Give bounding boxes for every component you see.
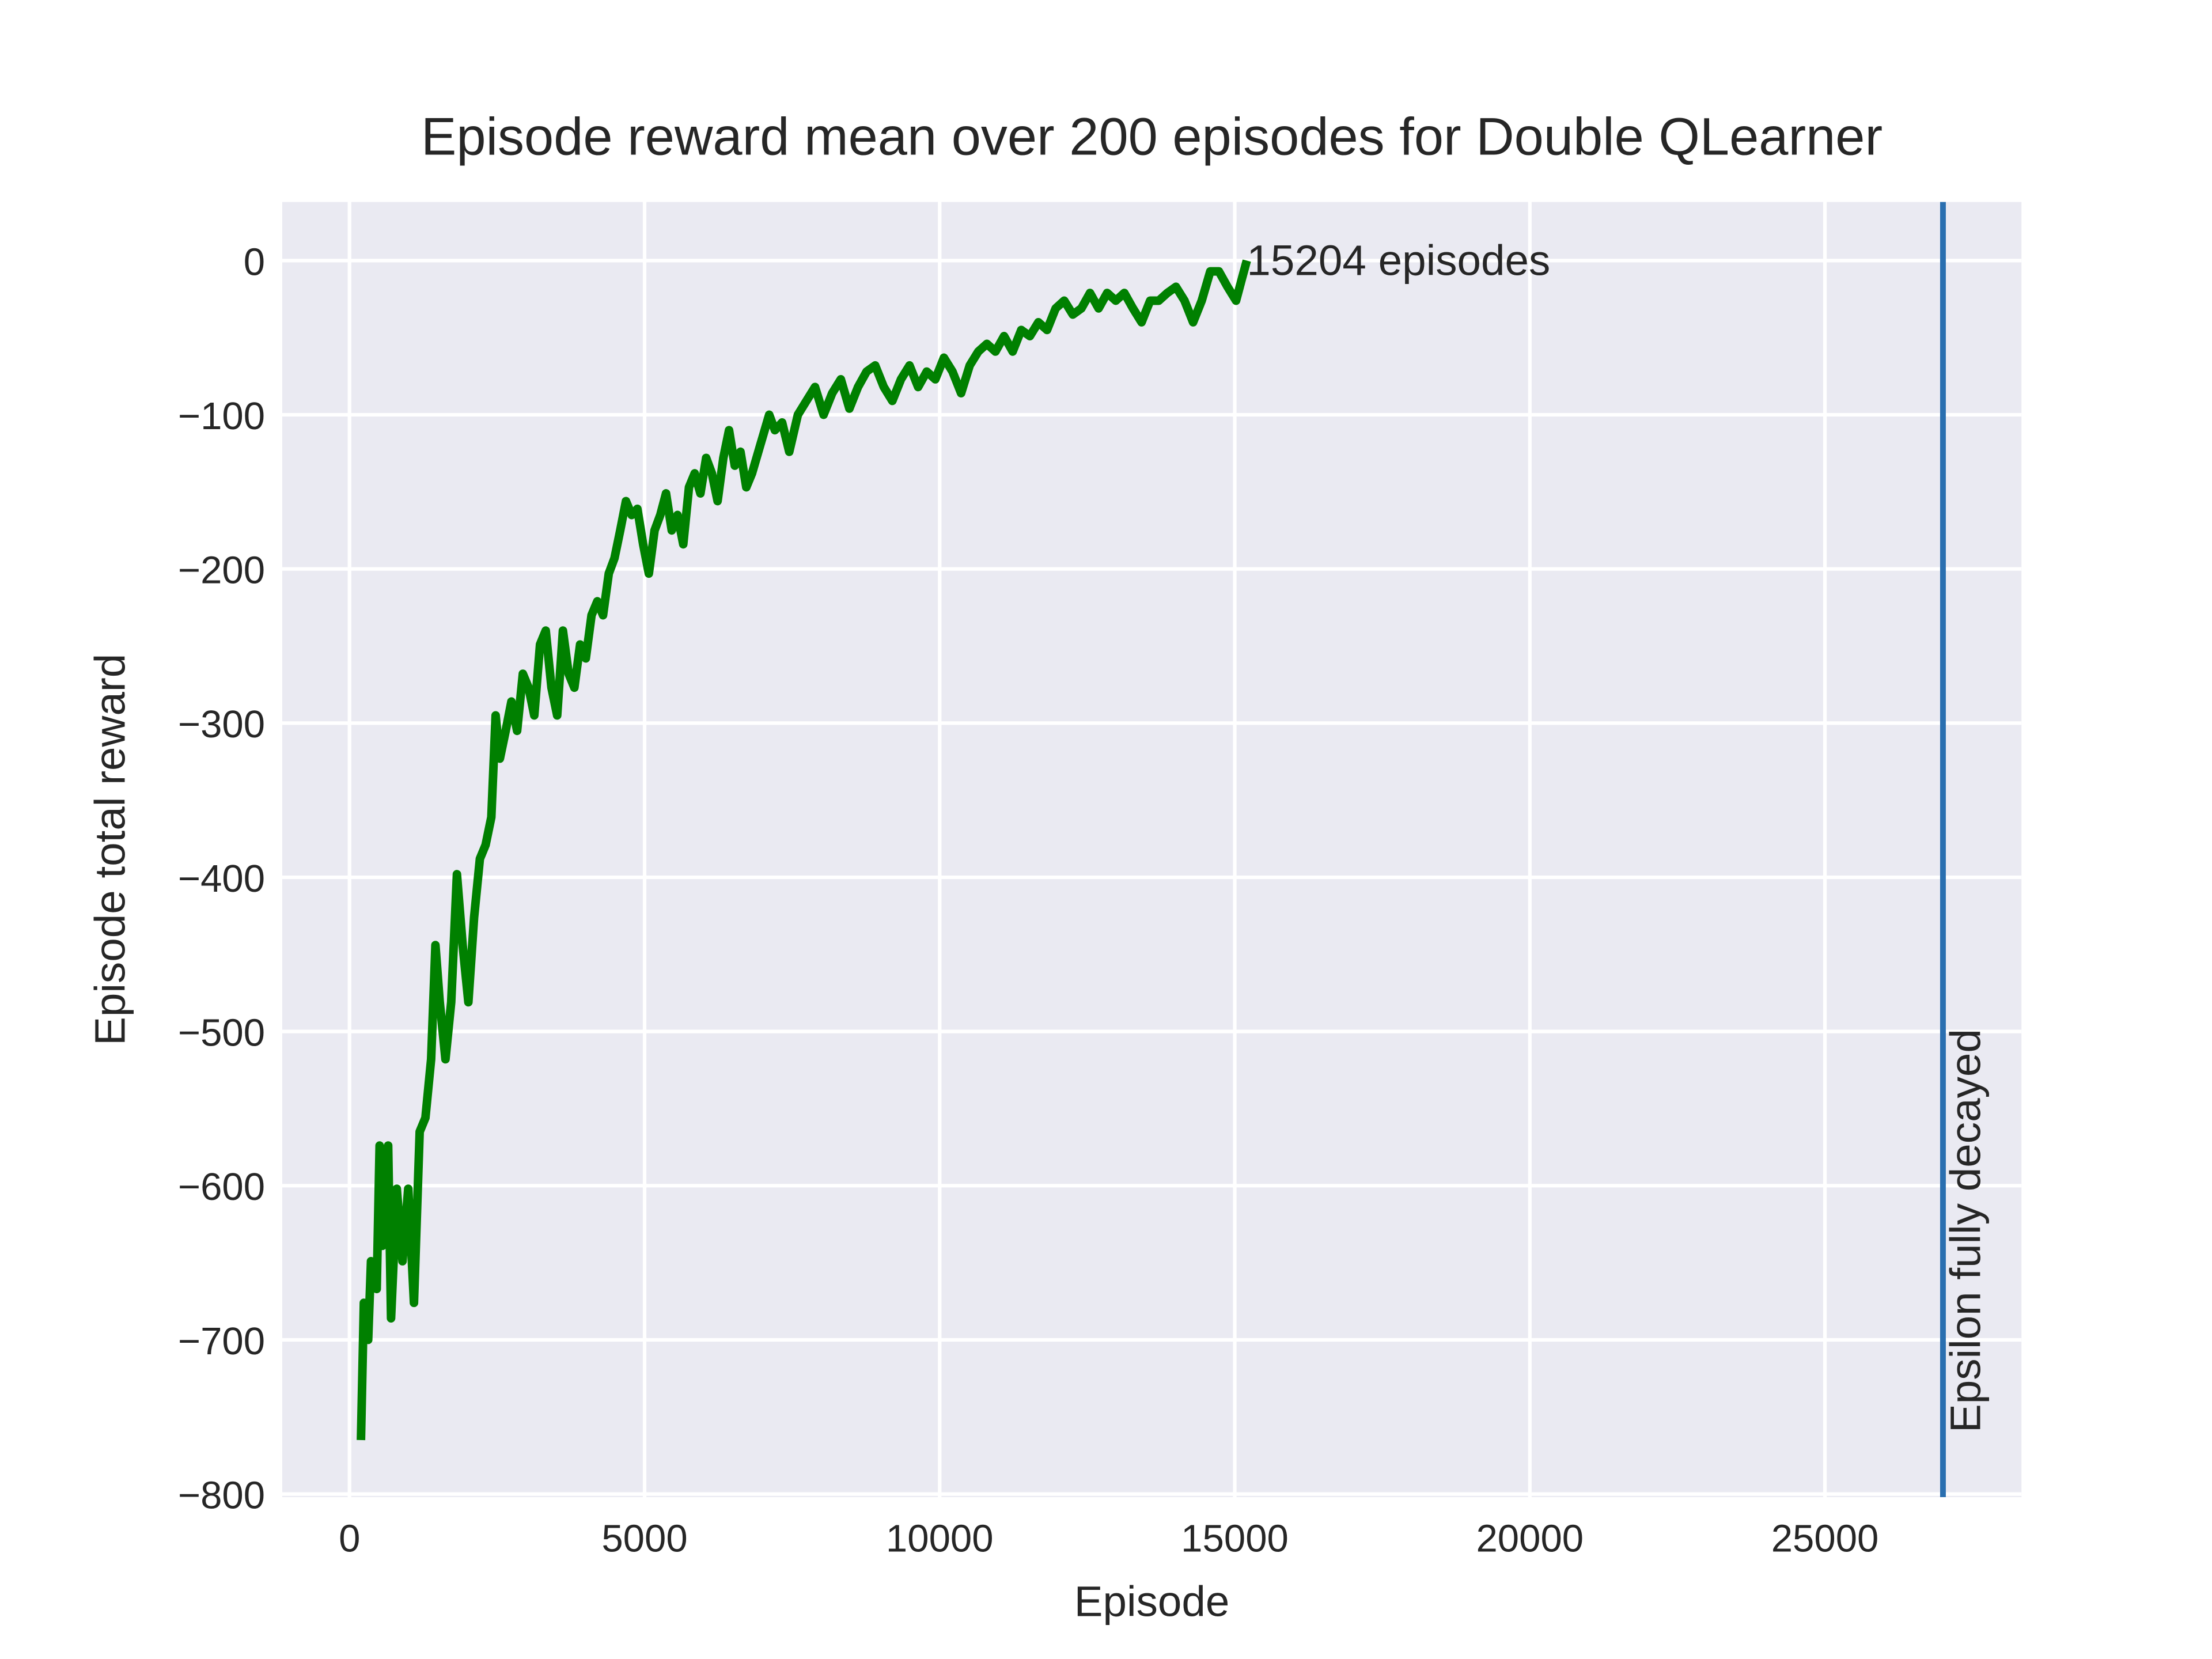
annotation: 15204 episodes	[1247, 236, 1550, 284]
chart-title: Episode reward mean over 200 episodes fo…	[421, 107, 1883, 166]
x-tick-label: 20000	[1476, 1517, 1584, 1560]
y-tick-label: −700	[178, 1320, 265, 1363]
y-tick-label: −300	[178, 703, 265, 746]
vline-label: Epsilon fully decayed	[1941, 1029, 1990, 1433]
y-axis-label: Episode total reward	[85, 654, 134, 1046]
y-tick-label: 0	[244, 240, 265, 283]
data-line	[357, 259, 1251, 1441]
y-tick-label: −600	[178, 1165, 265, 1209]
y-tick-label: −400	[178, 857, 265, 900]
y-tick-label: −100	[178, 395, 265, 438]
x-tick-label: 15000	[1181, 1517, 1289, 1560]
x-tick-label: 0	[339, 1517, 360, 1560]
plot-area	[282, 202, 2022, 1497]
y-tick-label: −200	[178, 549, 265, 592]
x-axis-label: Episode	[1074, 1577, 1230, 1625]
x-tick-label: 5000	[601, 1517, 687, 1560]
y-tick-label: −800	[178, 1474, 265, 1517]
x-tick-label: 10000	[886, 1517, 994, 1560]
y-tick-label: −500	[178, 1012, 265, 1055]
x-tick-label: 25000	[1771, 1517, 1879, 1560]
